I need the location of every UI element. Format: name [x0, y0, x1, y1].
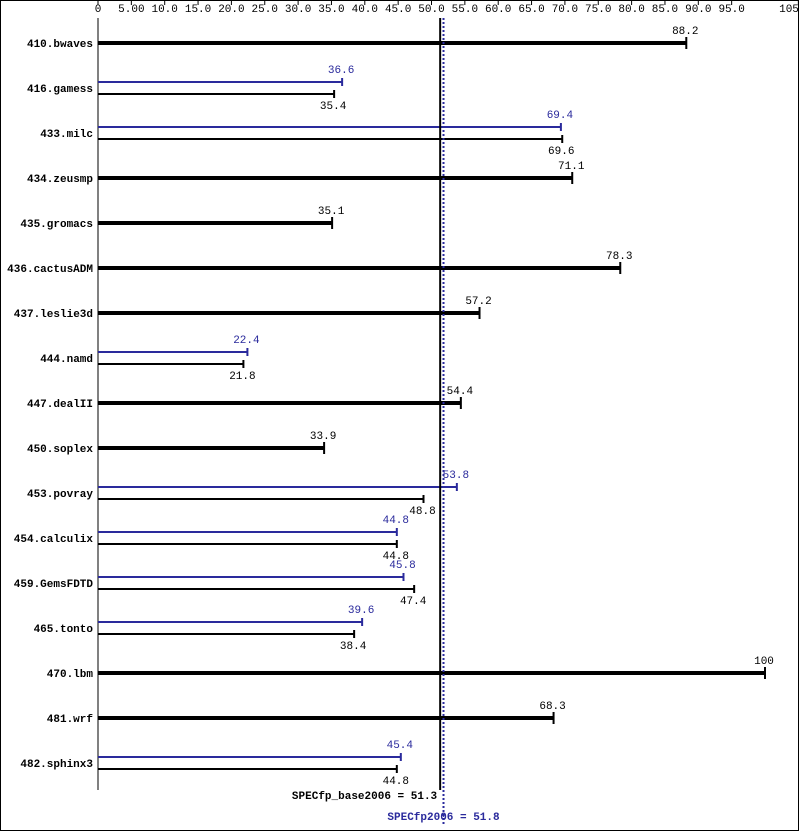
x-tick-label: 60.0 — [485, 4, 511, 16]
x-tick-label: 70.0 — [552, 4, 578, 16]
value-label: 44.8 — [383, 551, 409, 563]
category-label: 470.lbm — [47, 669, 94, 681]
value-label: 21.8 — [229, 371, 255, 383]
x-tick-label: 5.00 — [118, 4, 144, 16]
value-label: 68.3 — [539, 701, 565, 713]
category-label: 433.milc — [40, 129, 93, 141]
value-label: 35.4 — [320, 101, 347, 113]
category-label: 436.cactusADM — [7, 264, 93, 276]
category-label: 416.gamess — [27, 84, 93, 96]
x-tick-label: 95.0 — [718, 4, 744, 16]
value-label: 45.8 — [389, 560, 415, 572]
category-label: 444.namd — [40, 354, 93, 366]
reference-label: SPECfp2006 = 51.8 — [387, 812, 500, 824]
x-tick-label: 35.0 — [318, 4, 344, 16]
value-label: 44.8 — [383, 515, 409, 527]
x-tick-label: 45.0 — [385, 4, 411, 16]
category-label: 410.bwaves — [27, 39, 93, 51]
x-tick-label: 85.0 — [652, 4, 678, 16]
value-label: 48.8 — [409, 506, 435, 518]
category-label: 435.gromacs — [20, 219, 93, 231]
value-label: 54.4 — [447, 386, 474, 398]
x-tick-label: 65.0 — [518, 4, 544, 16]
value-label: 57.2 — [465, 296, 491, 308]
category-label: 459.GemsFDTD — [14, 579, 94, 591]
value-label: 69.6 — [548, 146, 574, 158]
value-label: 47.4 — [400, 596, 427, 608]
x-tick-label: 75.0 — [585, 4, 611, 16]
x-tick-label: 40.0 — [352, 4, 378, 16]
value-label: 22.4 — [233, 335, 260, 347]
reference-label: SPECfp_base2006 = 51.3 — [292, 791, 438, 803]
x-tick-label: 80.0 — [618, 4, 644, 16]
value-label: 53.8 — [443, 470, 469, 482]
x-tick-label: 25.0 — [252, 4, 278, 16]
x-tick-label: 0 — [95, 4, 102, 16]
value-label: 35.1 — [318, 206, 345, 218]
category-label: 453.povray — [27, 489, 93, 501]
category-label: 482.sphinx3 — [20, 759, 93, 771]
x-tick-label: 20.0 — [218, 4, 244, 16]
x-tick-label: 15.0 — [185, 4, 211, 16]
value-label: 69.4 — [547, 110, 574, 122]
category-label: 481.wrf — [47, 714, 94, 726]
category-label: 434.zeusmp — [27, 174, 93, 186]
value-label: 78.3 — [606, 251, 632, 263]
category-label: 450.soplex — [27, 444, 93, 456]
value-label: 44.8 — [383, 776, 409, 788]
value-label: 38.4 — [340, 641, 367, 653]
x-tick-label: 10.0 — [151, 4, 177, 16]
value-label: 45.4 — [387, 740, 414, 752]
value-label: 36.6 — [328, 65, 354, 77]
category-label: 437.leslie3d — [14, 309, 93, 321]
value-label: 39.6 — [348, 605, 374, 617]
value-label: 71.1 — [558, 161, 585, 173]
x-tick-label: 90.0 — [685, 4, 711, 16]
category-label: 465.tonto — [34, 624, 94, 636]
category-label: 454.calculix — [14, 534, 94, 546]
x-tick-label: 55.0 — [452, 4, 478, 16]
value-label: 88.2 — [672, 26, 698, 38]
value-label: 33.9 — [310, 431, 336, 443]
category-label: 447.dealII — [27, 399, 93, 411]
x-tick-label: 50.0 — [418, 4, 444, 16]
value-label: 100 — [754, 656, 774, 668]
x-tick-label: 105 — [779, 4, 799, 16]
x-tick-label: 30.0 — [285, 4, 311, 16]
